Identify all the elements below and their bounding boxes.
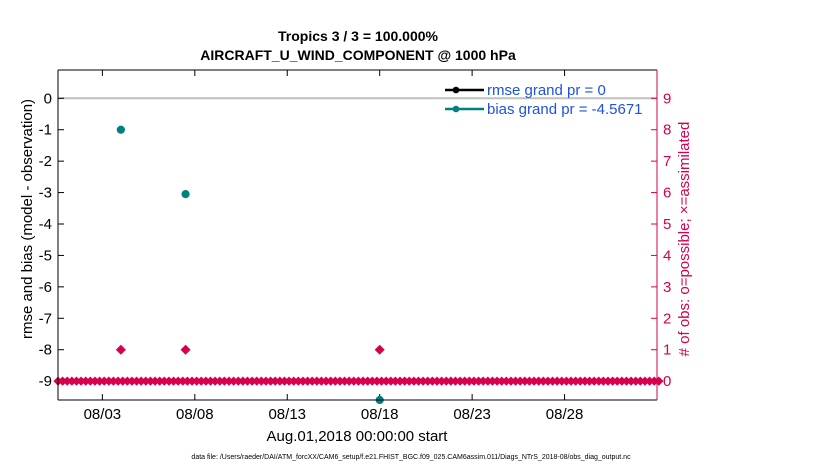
y-tick-label-left: -4 bbox=[39, 216, 52, 233]
x-tick-label: 08/23 bbox=[453, 406, 491, 423]
y-tick-label-right: 9 bbox=[663, 90, 671, 107]
obs-count-marker bbox=[180, 344, 191, 355]
y-tick-label-left: -6 bbox=[39, 279, 52, 296]
y-tick-label-left: -9 bbox=[39, 373, 52, 390]
obs-count-marker bbox=[374, 344, 385, 355]
y-tick-label-right: 0 bbox=[663, 373, 671, 390]
y-tick-label-right: 3 bbox=[663, 279, 671, 296]
y-axis-label-right: # of obs: o=possible; ×=assimilated bbox=[676, 122, 693, 357]
y-tick-label-right: 5 bbox=[663, 216, 671, 233]
y-tick-label-left: -7 bbox=[39, 310, 52, 327]
legend-label: bias grand pr = -4.5671 bbox=[487, 101, 643, 118]
y-tick-label-left: -3 bbox=[39, 185, 52, 202]
x-tick-label: 08/03 bbox=[84, 406, 122, 423]
legend: rmse grand pr = 0 bias grand pr = -4.5671 bbox=[445, 82, 643, 118]
legend-marker bbox=[452, 86, 460, 94]
obs-count-marker bbox=[115, 344, 126, 355]
plot-background bbox=[58, 70, 657, 400]
y-tick-label-left: -1 bbox=[39, 122, 52, 139]
footer-data-file: data file: /Users/raeder/DAI/ATM_forcXX/… bbox=[191, 454, 631, 461]
y-tick-label-left: -5 bbox=[39, 247, 52, 264]
x-tick-label: 08/13 bbox=[268, 406, 306, 423]
bias-point bbox=[116, 125, 125, 134]
y-axis-label-left: rmse and bias (model - observation) bbox=[19, 99, 36, 339]
y-tick-label-right: 7 bbox=[663, 153, 671, 170]
y-tick-label-right: 2 bbox=[663, 310, 671, 327]
y-tick-label-left: -8 bbox=[39, 342, 52, 359]
y-tick-label-right: 1 bbox=[663, 342, 671, 359]
x-tick-label: 08/18 bbox=[361, 406, 399, 423]
y-tick-label-right: 6 bbox=[663, 185, 671, 202]
plot-area: 0 -1 -2 -3 -4 -5 -6 -7 -8 -9 0 1 2 3 4 5 6 7 8 9 08/03 08/08 0… bbox=[39, 69, 671, 423]
chart-title-line2: AIRCRAFT_U_WIND_COMPONENT @ 1000 hPa bbox=[200, 47, 516, 63]
legend-marker bbox=[452, 105, 460, 113]
x-axis-label: Aug.01,2018 00:00:00 start bbox=[267, 428, 449, 445]
bias-point bbox=[181, 190, 190, 199]
legend-label: rmse grand pr = 0 bbox=[487, 82, 606, 99]
y-tick-label-left: -2 bbox=[39, 153, 52, 170]
y-tick-label-right: 8 bbox=[663, 122, 671, 139]
y-tick-label-left: 0 bbox=[44, 90, 52, 107]
y-tick-label-right: 4 bbox=[663, 247, 671, 264]
x-tick-label: 08/08 bbox=[176, 406, 214, 423]
x-tick-label: 08/28 bbox=[546, 406, 584, 423]
chart-title-line1: Tropics 3 / 3 = 100.000% bbox=[278, 28, 438, 44]
